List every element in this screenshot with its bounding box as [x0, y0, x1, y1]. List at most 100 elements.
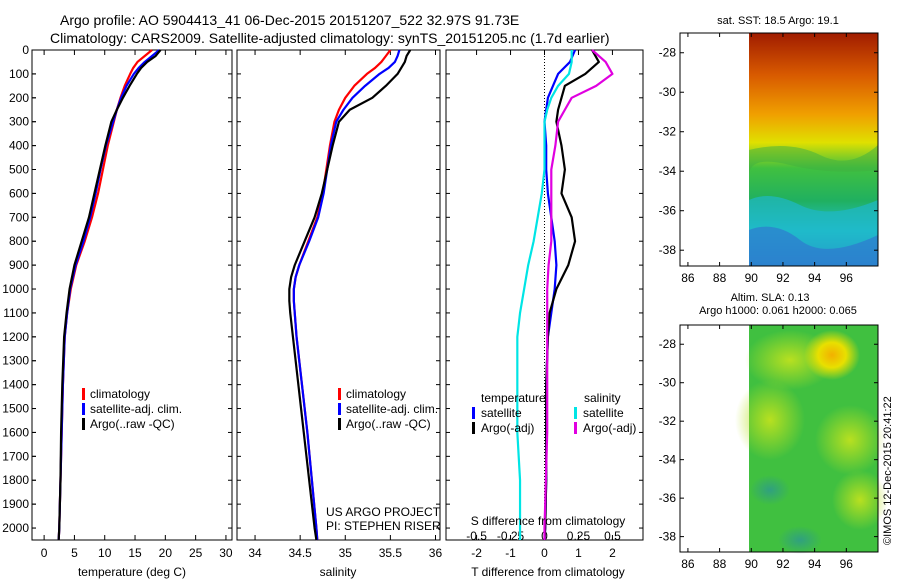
depth-tick-label: 200: [9, 91, 29, 105]
salinity-axis: 34 34.5 35 35.5 36: [248, 50, 442, 560]
legend-swatch: [338, 388, 341, 400]
salinity-series-lines: [288, 49, 412, 541]
depth-tick-label: 1900: [2, 497, 29, 511]
depth-tick-label: 2000: [2, 521, 29, 535]
sla-high-blob: [804, 330, 860, 380]
depth-tick-label: 1600: [2, 425, 29, 439]
map-x-tick-label: 86: [681, 271, 695, 285]
depth-tick-label: 1000: [2, 282, 29, 296]
x-tick-label: 35: [339, 546, 353, 560]
depth-tick-label: 900: [9, 258, 29, 272]
sla-low-blob: [778, 526, 822, 554]
x-tick-label: 2: [609, 546, 616, 560]
depth-axis: 0 100 200 300 400 500 600 700 800 900 1000 1100 1200…: [2, 43, 36, 535]
x-tick-label: 36: [429, 546, 443, 560]
depth-tick-label: 600: [9, 186, 29, 200]
x-tick-label: 5: [71, 546, 78, 560]
salinity-profile-chart: 34 34.5 35 35.5 36 salinity climatologysatel…: [236, 49, 442, 579]
legend-entry: satellite-adj. clim.: [346, 402, 438, 416]
x-tick-label: 1: [575, 546, 582, 560]
legend-swatch: [472, 422, 475, 434]
depth-tick-label: 1700: [2, 449, 29, 463]
x-tick-label: 20: [159, 546, 173, 560]
temperature-plot-frame: [31, 49, 233, 541]
sla-map-axes: 86 88 90 92 94 96 -28 -30 -32 -34 -36 -38: [659, 325, 878, 571]
legend-swatch: [574, 422, 577, 434]
series-line-satellite-adj-clim-: [292, 49, 401, 541]
x-tick-label: 30: [219, 546, 233, 560]
sst-map-axes: 86 88 90 92 94 96 -28 -30 -32 -34 -36 -38: [659, 33, 878, 285]
map-x-tick-label: 86: [681, 557, 695, 571]
map-x-tick-label: 94: [808, 557, 822, 571]
pi-note: PI: STEPHEN RISER: [326, 519, 441, 533]
series-line-salinity-satellite: [516, 50, 573, 540]
sst-green-band: [749, 145, 878, 175]
sla-map-border: [679, 324, 879, 553]
sst-map-border: [679, 32, 879, 267]
depth-tick-label: 300: [9, 115, 29, 129]
depth-tick-label: 1500: [2, 402, 29, 416]
x-tick-label: 0: [541, 546, 548, 560]
map-x-tick-label: 96: [840, 557, 854, 571]
legend-header-salinity: salinity: [584, 391, 621, 405]
depth-tick-label: 0: [22, 43, 29, 57]
sla-map-title: Altim. SLA: 0.13: [731, 292, 810, 304]
depth-tick-label: 1300: [2, 354, 29, 368]
sst-coldest-region: [749, 226, 878, 266]
figure-title: Argo profile: AO 5904413_41 06-Dec-2015 …: [60, 12, 519, 28]
legend-entry: Argo(..raw -QC): [90, 417, 175, 431]
sla-blob: [815, 405, 885, 475]
s-tick-label: 0.25: [567, 529, 591, 543]
depth-tick-label: 700: [9, 210, 29, 224]
map-y-tick-label: -28: [659, 46, 677, 60]
temperature-series-lines: [57, 49, 162, 541]
depth-tick-label: 1800: [2, 473, 29, 487]
difference-legend: temperature salinitysatelliteArgo(-adj)sa…: [472, 391, 636, 435]
map-x-tick-label: 92: [776, 271, 790, 285]
map-y-tick-label: -28: [659, 337, 677, 351]
map-x-tick-label: 94: [808, 271, 822, 285]
series-line-temperature-satellite: [543, 49, 577, 541]
map-y-tick-label: -36: [659, 491, 677, 505]
series-line-satellite-adj-clim-: [57, 49, 160, 541]
legend-swatch: [338, 403, 341, 415]
series-line-climatology: [57, 49, 153, 541]
legend-entry: satellite: [583, 406, 624, 420]
legend-swatch: [82, 403, 85, 415]
legend-entry: climatology: [346, 387, 406, 401]
s-tick-label: -0.25: [497, 529, 525, 543]
legend-entry: satellite: [481, 406, 522, 420]
depth-tick-label: 400: [9, 139, 29, 153]
depth-tick-label: 1400: [2, 378, 29, 392]
map-x-tick-label: 92: [776, 557, 790, 571]
x-tick-label: 34: [248, 546, 262, 560]
map-y-tick-label: -34: [659, 453, 677, 467]
sla-blob: [735, 380, 805, 460]
depth-tick-label: 100: [9, 67, 29, 81]
series-line-argo-raw-qc-: [288, 49, 412, 541]
legend-swatch: [82, 418, 85, 430]
map-x-tick-label: 88: [713, 557, 727, 571]
x-tick-label: 34.5: [288, 546, 312, 560]
x-tick-label: 10: [98, 546, 112, 560]
difference-series-lines: [516, 49, 614, 541]
legend-entry: climatology: [90, 387, 150, 401]
legend-swatch: [574, 407, 577, 419]
temperature-profile-chart: 0100200300400500600700800900100011001200…: [2, 43, 233, 579]
figure-subtitle: Climatology: CARS2009. Satellite-adjuste…: [50, 30, 610, 46]
sla-field: [735, 325, 888, 554]
sla-map: Altim. SLA: 0.13 Argo h1000: 0.061 h2000…: [659, 292, 888, 571]
salinity-plot-frame: [236, 49, 441, 541]
series-line-temperature-argo-adj-: [543, 49, 600, 541]
map-y-tick-label: -36: [659, 204, 677, 218]
legend-entry: Argo(-adj): [583, 421, 636, 435]
map-y-tick-label: -38: [659, 243, 677, 257]
x-tick-label: 25: [189, 546, 203, 560]
map-y-tick-label: -34: [659, 164, 677, 178]
x-tick-label: -1: [505, 546, 516, 560]
sla-blob: [832, 470, 888, 530]
salinity-axis-label: salinity: [320, 565, 357, 579]
